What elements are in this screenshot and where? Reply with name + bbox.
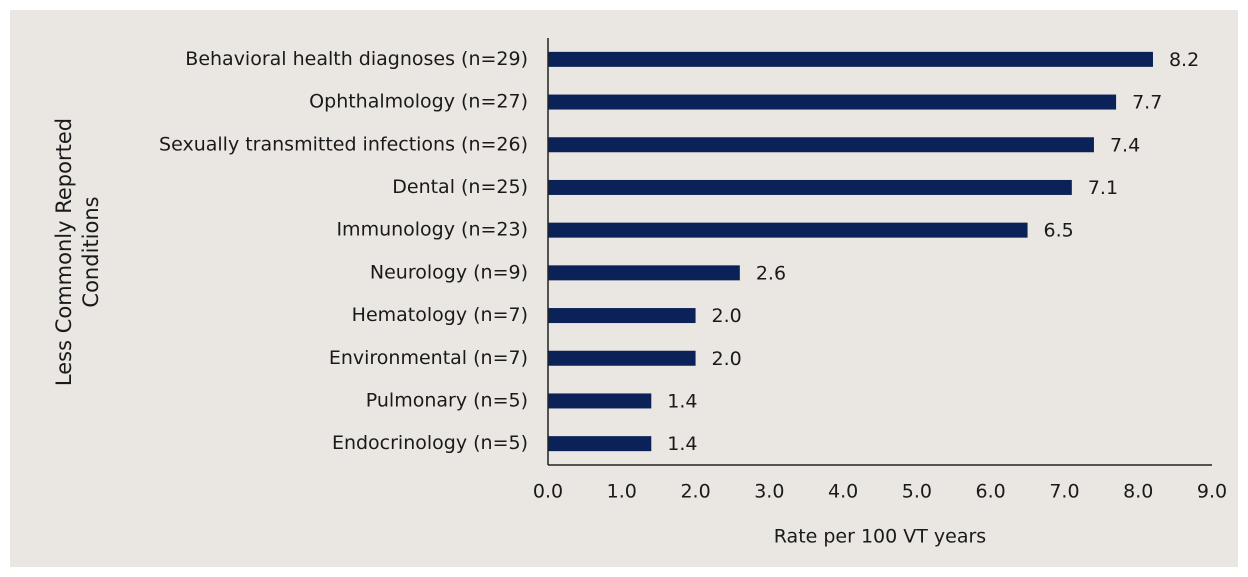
value-label: 1.4 <box>667 433 697 455</box>
bar <box>548 393 652 409</box>
x-axis-label: Rate per 100 VT years <box>774 526 986 548</box>
bar <box>548 265 740 281</box>
value-label: 1.4 <box>667 390 697 412</box>
value-label: 2.6 <box>756 262 786 284</box>
value-label: 2.0 <box>712 348 742 370</box>
x-tick-label: 4.0 <box>828 481 858 503</box>
y-tick-label: Behavioral health diagnoses (n=29) <box>185 48 528 70</box>
y-tick-label: Neurology (n=9) <box>370 261 528 283</box>
y-tick-label: Hematology (n=7) <box>352 304 528 326</box>
bar <box>548 94 1117 110</box>
x-tick-label: 2.0 <box>680 481 710 503</box>
x-tick-label: 6.0 <box>976 481 1006 503</box>
value-label: 2.0 <box>712 305 742 327</box>
y-tick-label: Immunology (n=23) <box>336 219 528 241</box>
value-label: 7.7 <box>1132 92 1162 114</box>
x-tick-label: 1.0 <box>607 481 637 503</box>
value-label: 6.5 <box>1044 220 1074 242</box>
y-axis-label: Conditions <box>79 196 103 307</box>
x-tick-label: 3.0 <box>754 481 784 503</box>
bar <box>548 436 652 452</box>
x-tick-label: 8.0 <box>1123 481 1153 503</box>
bar <box>548 179 1072 195</box>
value-label: 7.4 <box>1110 134 1140 156</box>
x-tick-label: 9.0 <box>1197 481 1227 503</box>
y-tick-label: Sexually transmitted infections (n=26) <box>159 133 528 155</box>
value-label: 7.1 <box>1088 177 1118 199</box>
bar <box>548 51 1153 67</box>
x-tick-label: 5.0 <box>902 481 932 503</box>
x-tick-label: 7.0 <box>1049 481 1079 503</box>
x-tick-label: 0.0 <box>533 481 563 503</box>
y-axis-label: Less Commonly Reported <box>52 118 76 386</box>
bar <box>548 222 1028 238</box>
value-label: 8.2 <box>1169 49 1199 71</box>
y-tick-label: Environmental (n=7) <box>329 347 528 369</box>
y-tick-label: Pulmonary (n=5) <box>366 389 528 411</box>
bar <box>548 137 1094 153</box>
y-tick-label: Dental (n=25) <box>392 176 528 198</box>
bar <box>548 308 696 324</box>
bar <box>548 350 696 366</box>
y-tick-label: Endocrinology (n=5) <box>332 432 528 454</box>
y-tick-label: Ophthalmology (n=27) <box>309 91 528 113</box>
